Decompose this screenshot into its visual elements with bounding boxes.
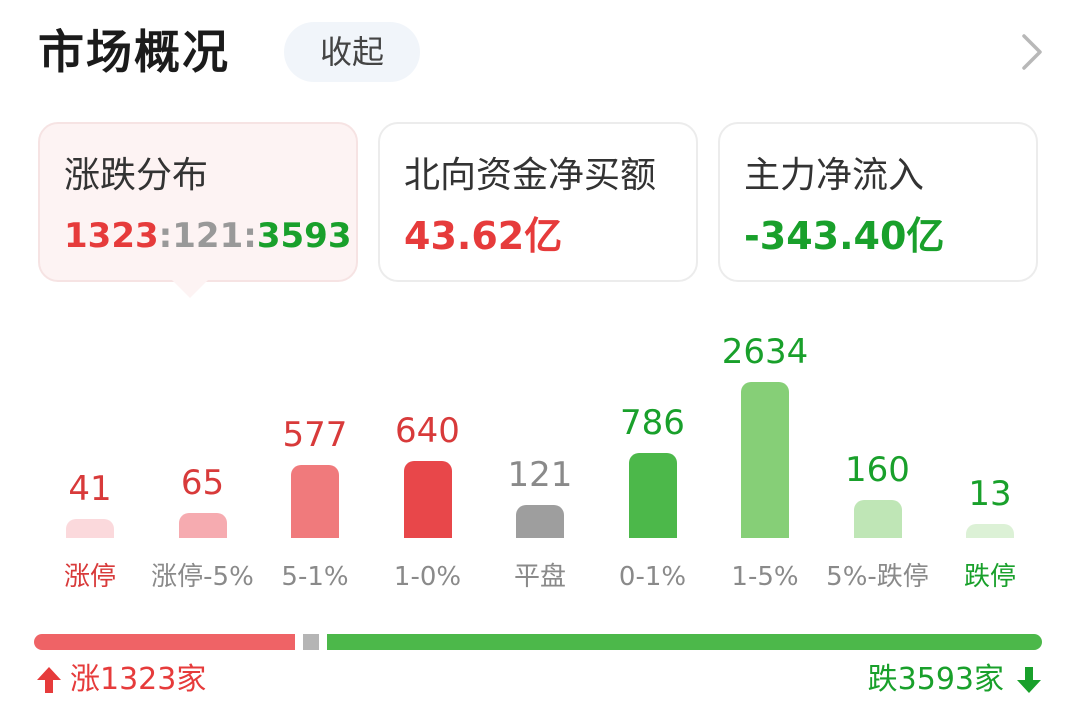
card-main-flow-value: -343.40亿 (744, 214, 945, 258)
chart-category-label: 5%-跌停 (826, 562, 929, 592)
card-distribution[interactable]: 涨跌分布 1323:121:3593 (38, 122, 358, 282)
chart-category-label: 涨停 (63, 562, 116, 592)
distribution-chart: 41 涨停 65 涨停-5% 577 5-1% 640 1-0% 121 平盘 786 0-1% 263… (0, 300, 1078, 600)
card-main-flow[interactable]: 主力净流入 -343.40亿 (718, 122, 1038, 282)
chart-category-label: 1-5% (731, 562, 799, 592)
chart-bar (291, 464, 339, 538)
distribution-down-count: 3593 (256, 216, 352, 256)
arrow-down-icon (1017, 667, 1041, 693)
chart-value-label: 2634 (721, 332, 809, 372)
chevron-right-icon[interactable] (1012, 32, 1052, 72)
card-northbound-value: 43.62亿 (404, 214, 563, 258)
page-title: 市场概况 (38, 25, 230, 79)
chart-value-label: 577 (282, 414, 348, 455)
chart-category-label: 跌停 (963, 562, 1016, 592)
chart-bar (853, 499, 902, 538)
chart-value-label: 160 (845, 449, 910, 490)
chart-bar (403, 461, 452, 538)
chart-category-label: 平盘 (513, 562, 566, 592)
chart-value-label: 640 (395, 411, 460, 452)
ratio-segment-up (34, 634, 295, 650)
card-northbound[interactable]: 北向资金净买额 43.62亿 (378, 122, 698, 282)
chart-category-label: 涨停-5% (151, 562, 254, 592)
card-distribution-label: 涨跌分布 (64, 155, 209, 196)
distribution-separator: : (243, 216, 257, 256)
card-distribution-value: 1323:121:3593 (64, 212, 351, 260)
chart-category-label: 1-0% (393, 562, 462, 592)
collapse-button[interactable]: 收起 (284, 22, 420, 82)
up-count-label: 涨1323家 (70, 662, 207, 697)
arrow-up-icon (37, 667, 61, 693)
ratio-segment-flat (302, 634, 319, 650)
chart-value-label: 13 (968, 474, 1012, 514)
distribution-separator: : (158, 216, 173, 256)
chart-bar (516, 504, 564, 538)
chart-bar (178, 513, 227, 538)
chart-bar (966, 524, 1014, 538)
card-main-flow-label: 主力净流入 (744, 155, 925, 196)
ratio-segment-down (326, 634, 1042, 650)
chart-category-label: 0-1% (618, 562, 687, 592)
card-pointer (172, 280, 208, 298)
chart-value-label: 65 (180, 463, 225, 504)
distribution-up-count: 1323 (64, 216, 159, 256)
card-northbound-label: 北向资金净买额 (404, 155, 657, 196)
chart-value-label: 121 (507, 454, 573, 495)
chart-bar (741, 382, 789, 538)
header: 市场概况 收起 (0, 0, 1078, 110)
chart-value-label: 41 (68, 468, 112, 509)
down-count-label: 跌3593家 (867, 662, 1004, 697)
chart-bar (66, 518, 114, 538)
distribution-flat-count: 121 (172, 216, 244, 256)
chart-bar (628, 452, 677, 538)
chart-category-label: 5-1% (281, 562, 349, 592)
chart-value-label: 786 (620, 402, 685, 443)
